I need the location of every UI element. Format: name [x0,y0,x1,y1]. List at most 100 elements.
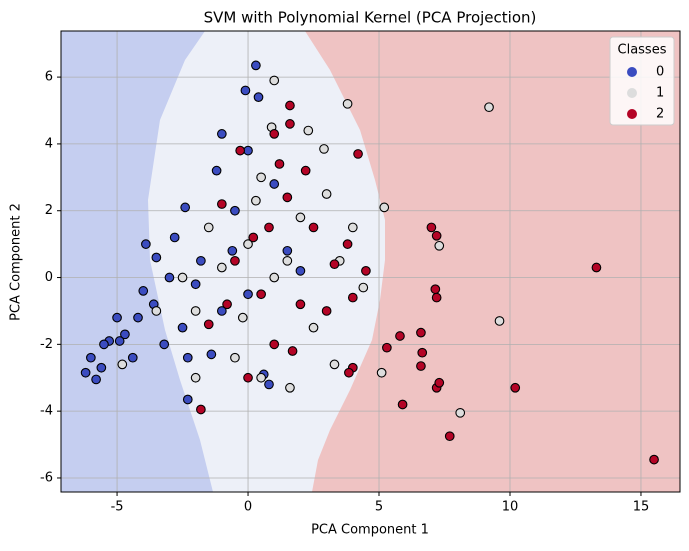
point [329,259,340,270]
point [182,394,193,405]
point [243,289,253,300]
point [86,352,96,363]
point [382,342,392,353]
point [303,125,314,136]
legend-title: Classes [618,43,667,58]
point [484,102,494,113]
legend-label: 2 [656,107,664,122]
point [308,322,319,333]
point [416,361,426,371]
point [253,92,264,102]
legend-marker [627,88,637,98]
point [80,367,91,378]
x-axis-label: PCA Component 1 [311,523,429,538]
legend-box [609,36,675,126]
x-tick-label: -5 [111,500,124,515]
point [269,129,280,139]
point [395,331,405,341]
point [282,255,293,266]
y-tick-label: 2 [45,203,53,218]
point [342,239,353,249]
point [203,222,214,233]
point [99,339,109,350]
point [417,347,428,358]
point [230,255,240,266]
point [444,431,455,442]
point [240,85,251,96]
y-tick-label: 6 [45,70,53,85]
point [285,100,295,111]
point [269,272,280,283]
point [159,339,170,350]
point [416,327,426,338]
point [127,352,138,363]
point [256,172,266,183]
point [138,286,149,296]
point [243,372,253,383]
point [114,336,125,346]
x-tick-label: 15 [633,500,650,515]
point [321,306,332,316]
point [379,202,390,213]
point [264,379,274,390]
point [264,222,274,233]
x-tick-label: 0 [244,500,252,515]
point [248,232,259,243]
point [344,367,354,378]
point [431,292,442,303]
point [256,372,266,383]
point [510,382,521,393]
point [342,98,353,109]
point [196,255,206,266]
point [216,306,227,316]
point [211,165,222,176]
point [295,299,306,310]
point [376,367,387,378]
point [203,319,214,330]
point [282,192,293,203]
point [216,262,227,273]
point [256,289,266,300]
point [169,232,180,243]
point [133,312,143,323]
point [397,399,408,410]
point [96,362,107,373]
point [222,299,232,310]
point [347,222,358,233]
legend-label: 1 [656,86,664,101]
legend-label: 0 [656,65,664,80]
point [282,245,293,256]
y-tick-label: -2 [40,337,53,352]
point [269,179,280,189]
point [141,239,151,249]
point [190,306,201,316]
point [426,222,437,233]
point [591,262,602,273]
point [216,199,227,209]
y-tick-label: -4 [40,404,53,419]
point [243,239,253,249]
point [649,454,659,465]
point [251,195,261,206]
chart-title: SVM with Polynomial Kernel (PCA Projecti… [204,9,537,27]
point [230,205,240,216]
point [177,272,188,283]
x-tick-label: 5 [375,500,383,515]
point [235,145,246,156]
y-tick-label: -6 [40,470,53,485]
x-tick-label: 10 [502,500,519,515]
legend-marker [627,67,637,77]
point [361,266,371,276]
point [431,230,442,241]
point [434,377,445,388]
legend-marker [627,109,637,119]
point [319,144,329,154]
point [120,329,130,340]
point [227,245,238,256]
point [347,292,358,303]
point [190,279,201,290]
point [180,202,191,213]
point [274,159,285,169]
point [112,312,122,323]
point [295,212,306,223]
